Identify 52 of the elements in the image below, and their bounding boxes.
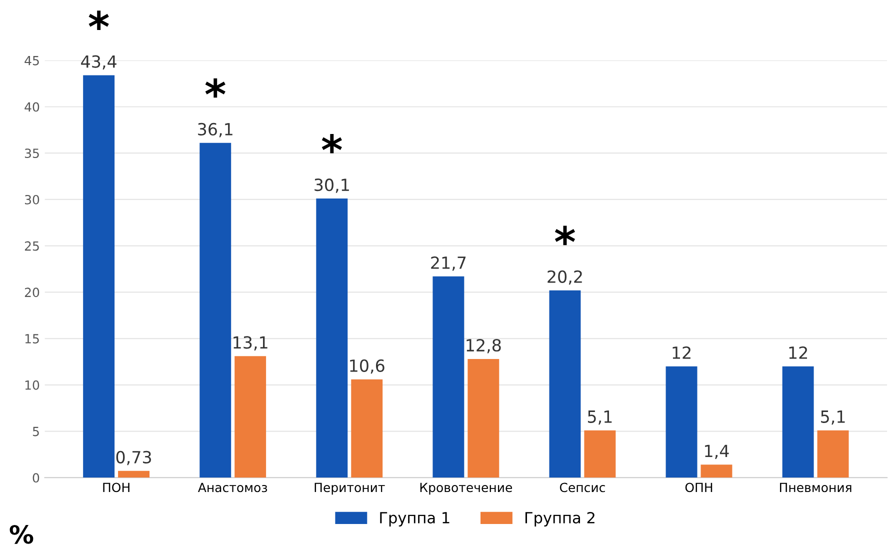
- data-label: 5,1: [821, 410, 845, 425]
- data-label: 0,73: [116, 450, 151, 466]
- x-tick-label: ПОН: [103, 482, 130, 492]
- data-label: 21,7: [431, 256, 466, 271]
- bar: [234, 356, 266, 478]
- annotation: *: [322, 134, 342, 154]
- data-label: 20,2: [548, 270, 582, 285]
- x-tick-label: Анастомоз: [198, 482, 268, 492]
- legend-label: Группа 2: [525, 512, 594, 526]
- bar: [83, 75, 115, 478]
- x-tick-label: ОПН: [685, 482, 712, 492]
- x-tick-label: Перитонит: [314, 482, 385, 495]
- bar: [468, 358, 500, 478]
- bar: [118, 470, 150, 478]
- y-tick-label: 20: [24, 288, 40, 298]
- bar: [817, 430, 849, 478]
- data-label: 36,1: [198, 122, 232, 138]
- y-tick-label: 35: [24, 148, 39, 158]
- bar: [584, 430, 616, 478]
- annotation: *: [88, 10, 109, 30]
- data-label: 12: [672, 346, 690, 359]
- bar: [666, 366, 698, 478]
- data-label: 12,8: [466, 338, 501, 354]
- bar: [200, 142, 232, 478]
- data-label: 12: [789, 346, 807, 359]
- y-tick-label: 45: [24, 56, 39, 66]
- bar: [700, 464, 732, 478]
- data-label: 43,4: [81, 55, 116, 70]
- y-axis-title: %: [10, 524, 34, 544]
- y-tick-label: 30: [24, 194, 40, 204]
- y-tick-label: 15: [25, 334, 39, 344]
- x-tick-label: Пневмония: [780, 482, 852, 492]
- x-tick-label: Кровотечение: [420, 482, 512, 495]
- data-label: 5,1: [588, 410, 612, 425]
- annotation: *: [205, 78, 226, 98]
- y-tick-label: 40: [24, 102, 40, 112]
- annotation: *: [554, 226, 576, 246]
- y-tick-label: 25: [24, 241, 39, 251]
- y-tick-label: 0: [32, 473, 40, 483]
- bar: [432, 276, 464, 478]
- bar: [782, 366, 814, 478]
- y-tick-label: 5: [32, 426, 39, 436]
- x-tick-label: Сепсис: [560, 482, 605, 492]
- y-tick-label: 10: [25, 380, 40, 390]
- bar: [549, 290, 581, 478]
- bar: [316, 198, 348, 478]
- data-label: 13,1: [234, 336, 268, 350]
- data-label: 10,6: [350, 359, 384, 374]
- data-label: 1,4: [705, 444, 729, 459]
- data-label: 30,1: [314, 178, 349, 193]
- bar: [351, 379, 383, 478]
- legend-label: Группа 1: [380, 512, 450, 526]
